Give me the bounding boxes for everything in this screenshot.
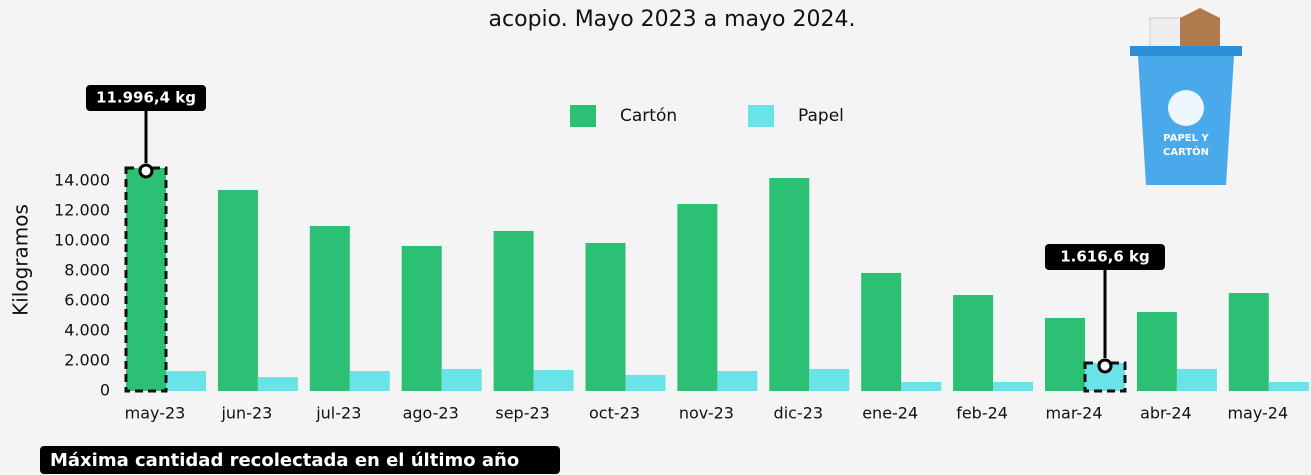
chart-title: acopio. Mayo 2023 a mayo 2024.	[489, 7, 856, 32]
y-tick-label: 2.000	[64, 351, 110, 370]
bar	[677, 203, 718, 391]
annotation-dot	[1097, 358, 1113, 374]
bar	[993, 382, 1034, 391]
bar	[441, 368, 482, 391]
x-tick-label: ene-24	[862, 404, 918, 423]
bin-icon: PAPEL Y CARTÓN	[1130, 8, 1242, 185]
y-tick-label: 8.000	[64, 261, 110, 280]
x-tick-label: feb-24	[956, 404, 1008, 423]
x-tick-label: sep-23	[495, 404, 549, 423]
x-tick-label: oct-23	[589, 404, 640, 423]
bar	[217, 190, 258, 391]
bar	[126, 167, 166, 391]
x-tick-label: dic-23	[774, 404, 824, 423]
y-tick-label: 0	[100, 381, 110, 400]
bar	[493, 230, 534, 391]
bar	[533, 370, 574, 391]
x-tick-label: ago-23	[403, 404, 459, 423]
y-tick-label: 12.000	[54, 201, 110, 220]
annotation-box	[1045, 244, 1165, 270]
annotation-dot	[138, 163, 154, 179]
bar	[257, 377, 298, 391]
annotation: 11.996,4 kg	[96, 89, 196, 107]
bar	[1228, 293, 1269, 391]
bar	[953, 295, 994, 391]
footer: Máxima cantidad recolectada en el último…	[50, 450, 519, 471]
legend-label: Cartón	[620, 106, 677, 126]
bar	[717, 371, 758, 391]
bar	[625, 374, 666, 391]
y-tick-label: 4.000	[64, 321, 110, 340]
annotation-box	[86, 85, 206, 111]
bar	[585, 242, 626, 391]
annotation: 1.616,6 kg	[1060, 248, 1150, 266]
x-tick-label: mar-24	[1045, 404, 1102, 423]
bar	[769, 178, 810, 391]
bar	[166, 371, 206, 391]
x-tick-label: abr-24	[1140, 404, 1192, 423]
footer-box	[40, 446, 560, 474]
bar	[809, 368, 850, 391]
bar	[901, 382, 942, 391]
y-tick-label: 10.000	[54, 231, 110, 250]
y-tick-label: 14.000	[54, 171, 110, 190]
x-tick-label: may-23	[125, 404, 186, 423]
x-tick-label: jun-23	[220, 404, 272, 423]
bar	[1136, 311, 1177, 391]
x-tick-label: nov-23	[679, 404, 734, 423]
bar	[1045, 317, 1085, 391]
legend-swatch	[570, 105, 596, 127]
bar	[349, 371, 390, 391]
y-axis-label: Kilogramos	[9, 204, 33, 316]
icon-text: PAPEL Y	[1163, 133, 1209, 144]
y-tick-label: 6.000	[64, 291, 110, 310]
bar	[1176, 368, 1217, 391]
bar	[1268, 382, 1309, 391]
bar	[861, 272, 902, 391]
x-tick-label: may-24	[1227, 404, 1288, 423]
legend-swatch	[748, 105, 774, 127]
bar	[401, 245, 442, 391]
bar	[309, 226, 350, 391]
icon-text: CARTÓN	[1163, 145, 1209, 158]
x-tick-label: jul-23	[315, 404, 361, 423]
legend-label: Papel	[798, 106, 844, 126]
